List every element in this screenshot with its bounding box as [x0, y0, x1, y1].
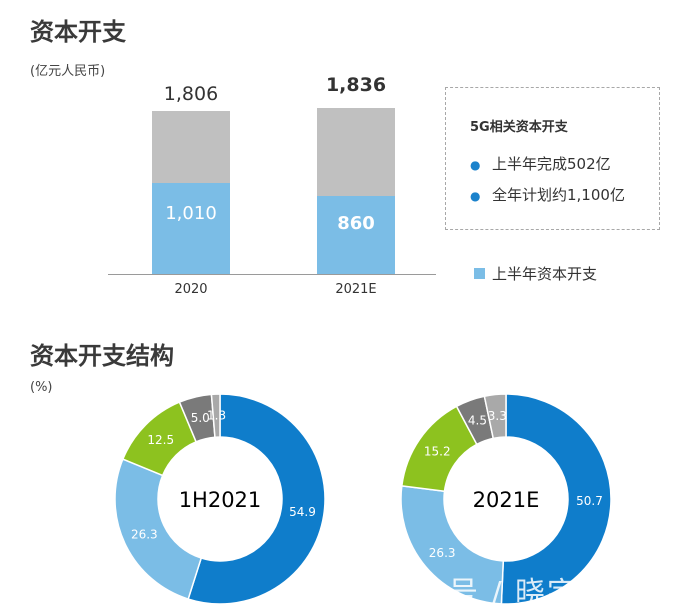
bar-category-2020: 2020	[174, 282, 208, 297]
bar-total-2021e: 1,836	[325, 74, 387, 96]
donut-1h2021-segment-lightblue	[114, 458, 203, 601]
donut-1h2021: 54.9 26.3 12.5 5.01.3 1H2021	[114, 393, 326, 605]
bar-label-2020-h1: 1,010	[165, 203, 217, 224]
capex-structure-unit: (%)	[30, 380, 53, 395]
bar-category-2021e: 2021E	[335, 282, 377, 297]
5g-capex-item-text: 上半年完成502亿	[492, 155, 611, 173]
donut-2021e-segment-lightblue	[400, 485, 505, 605]
legend-label-h1: 上半年资本开支	[492, 265, 598, 283]
5g-capex-title: 5G相关资本开支	[470, 120, 568, 135]
donut-1h2021-label-blue: 54.9	[289, 505, 316, 519]
donut-1h2021-label-gray: 1.3	[207, 409, 226, 423]
donut-2021e-segment-blue	[500, 393, 612, 605]
capex-title: 资本开支	[30, 18, 126, 46]
5g-capex-item: ● 全年计划约1,100亿	[470, 184, 625, 205]
capex-unit: (亿元人民币)	[30, 64, 106, 79]
bar-total-2020: 1,806	[163, 83, 219, 105]
bullet-icon: ●	[470, 189, 481, 203]
bar-x-axis	[108, 274, 436, 275]
donut-2021e-center-label: 2021E	[473, 488, 540, 512]
legend-swatch-h1	[474, 268, 485, 279]
donut-1h2021-label-lightblue: 26.3	[131, 527, 158, 541]
donut-2021e-label-lightblue: 26.3	[429, 546, 456, 560]
donut-1h2021-segment-blue	[187, 393, 326, 605]
donut-1h2021-label-darkgray: 5.0	[191, 411, 210, 425]
donut-2021e: 50.7 26.3 15.2 4.5 3.3 2021E	[400, 393, 612, 605]
donut-1h2021-label-green: 12.5	[147, 433, 174, 447]
capex-structure-title: 资本开支结构	[30, 342, 174, 370]
5g-capex-item: ● 上半年完成502亿	[470, 153, 611, 174]
donut-2021e-label-darkgray: 4.5	[468, 414, 487, 428]
bar-2021e-other	[317, 107, 395, 197]
donut-2021e-segment-gray	[483, 393, 507, 440]
donut-2021e-label-gray: 3.3	[488, 409, 507, 423]
watermark: 号 / 晓宇	[448, 576, 580, 611]
donut-2021e-label-green: 15.2	[424, 445, 451, 459]
bullet-icon: ●	[470, 158, 481, 172]
bar-2021e-h1	[317, 196, 395, 274]
donut-2021e-label-blue: 50.7	[576, 494, 603, 508]
donut-1h2021-segment-gray	[210, 393, 221, 439]
bar-label-2021e-h1: 860	[337, 213, 375, 234]
bar-2020-other	[152, 110, 230, 183]
bar-2020-h1	[152, 182, 230, 274]
5g-capex-item-text: 全年计划约1,100亿	[492, 186, 625, 204]
donut-1h2021-center-label: 1H2021	[179, 488, 262, 512]
5g-capex-box: 5G相关资本开支 ● 上半年完成502亿 ● 全年计划约1,100亿	[445, 87, 660, 230]
